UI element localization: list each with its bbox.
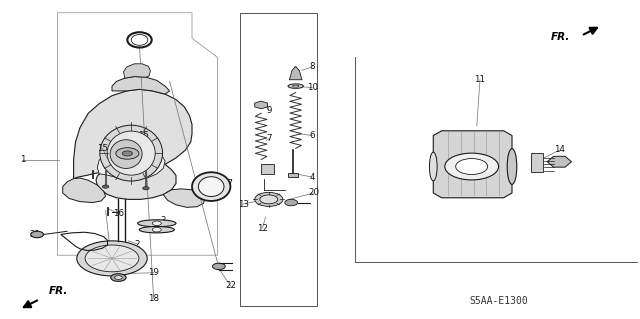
Circle shape	[31, 231, 44, 238]
Text: 13: 13	[237, 200, 249, 209]
Polygon shape	[74, 89, 192, 199]
Polygon shape	[112, 77, 170, 94]
Ellipse shape	[140, 226, 174, 233]
Text: 22: 22	[225, 281, 236, 290]
Text: 6: 6	[310, 131, 315, 140]
Ellipse shape	[288, 84, 303, 88]
Text: 8: 8	[310, 63, 315, 71]
Polygon shape	[255, 101, 268, 109]
Polygon shape	[547, 156, 572, 167]
Text: 16: 16	[106, 260, 118, 269]
Polygon shape	[92, 170, 93, 178]
Circle shape	[152, 227, 161, 232]
Polygon shape	[97, 145, 165, 180]
Circle shape	[77, 241, 147, 276]
Text: 5: 5	[266, 165, 271, 174]
Ellipse shape	[110, 140, 142, 168]
Circle shape	[212, 263, 225, 270]
Circle shape	[115, 276, 122, 279]
Text: 9: 9	[266, 106, 271, 115]
Ellipse shape	[138, 220, 176, 227]
Bar	[288, 173, 298, 177]
Circle shape	[456, 159, 488, 174]
Circle shape	[85, 245, 139, 272]
Polygon shape	[63, 178, 106, 203]
Ellipse shape	[107, 131, 155, 175]
Circle shape	[255, 192, 283, 206]
Circle shape	[116, 148, 139, 159]
Circle shape	[260, 195, 278, 204]
Circle shape	[285, 199, 298, 206]
Circle shape	[102, 185, 109, 188]
Polygon shape	[107, 207, 108, 215]
Text: 14: 14	[554, 145, 566, 154]
Ellipse shape	[100, 125, 163, 181]
Text: FR.: FR.	[49, 286, 68, 296]
Ellipse shape	[198, 177, 224, 197]
Text: 10: 10	[307, 83, 318, 92]
Ellipse shape	[429, 152, 437, 181]
Text: 17: 17	[221, 179, 233, 188]
Text: 18: 18	[148, 294, 159, 303]
Text: S5AA-E1300: S5AA-E1300	[470, 296, 529, 307]
Circle shape	[111, 274, 126, 281]
Text: FR.: FR.	[550, 32, 570, 42]
Ellipse shape	[292, 85, 299, 87]
Ellipse shape	[507, 149, 517, 184]
Text: 21: 21	[29, 230, 41, 239]
Text: 4: 4	[310, 173, 315, 182]
Polygon shape	[433, 131, 512, 198]
Polygon shape	[163, 189, 205, 207]
Text: 20: 20	[308, 189, 319, 197]
Text: 3: 3	[161, 216, 166, 225]
Polygon shape	[124, 64, 150, 78]
Text: 2: 2	[135, 240, 140, 249]
Polygon shape	[289, 66, 302, 80]
Text: 7: 7	[266, 134, 271, 143]
Circle shape	[122, 151, 132, 156]
Bar	[531, 153, 543, 172]
Text: 12: 12	[257, 224, 268, 233]
Circle shape	[445, 153, 499, 180]
Circle shape	[152, 221, 161, 226]
Text: 15: 15	[138, 131, 150, 140]
Text: 16: 16	[113, 209, 124, 218]
Text: 1: 1	[20, 155, 25, 164]
Text: 19: 19	[148, 268, 159, 277]
Text: 15: 15	[97, 144, 108, 153]
Bar	[240, 13, 317, 306]
Bar	[261, 164, 274, 174]
Text: 11: 11	[474, 75, 486, 84]
Circle shape	[143, 187, 149, 190]
Ellipse shape	[192, 172, 230, 201]
